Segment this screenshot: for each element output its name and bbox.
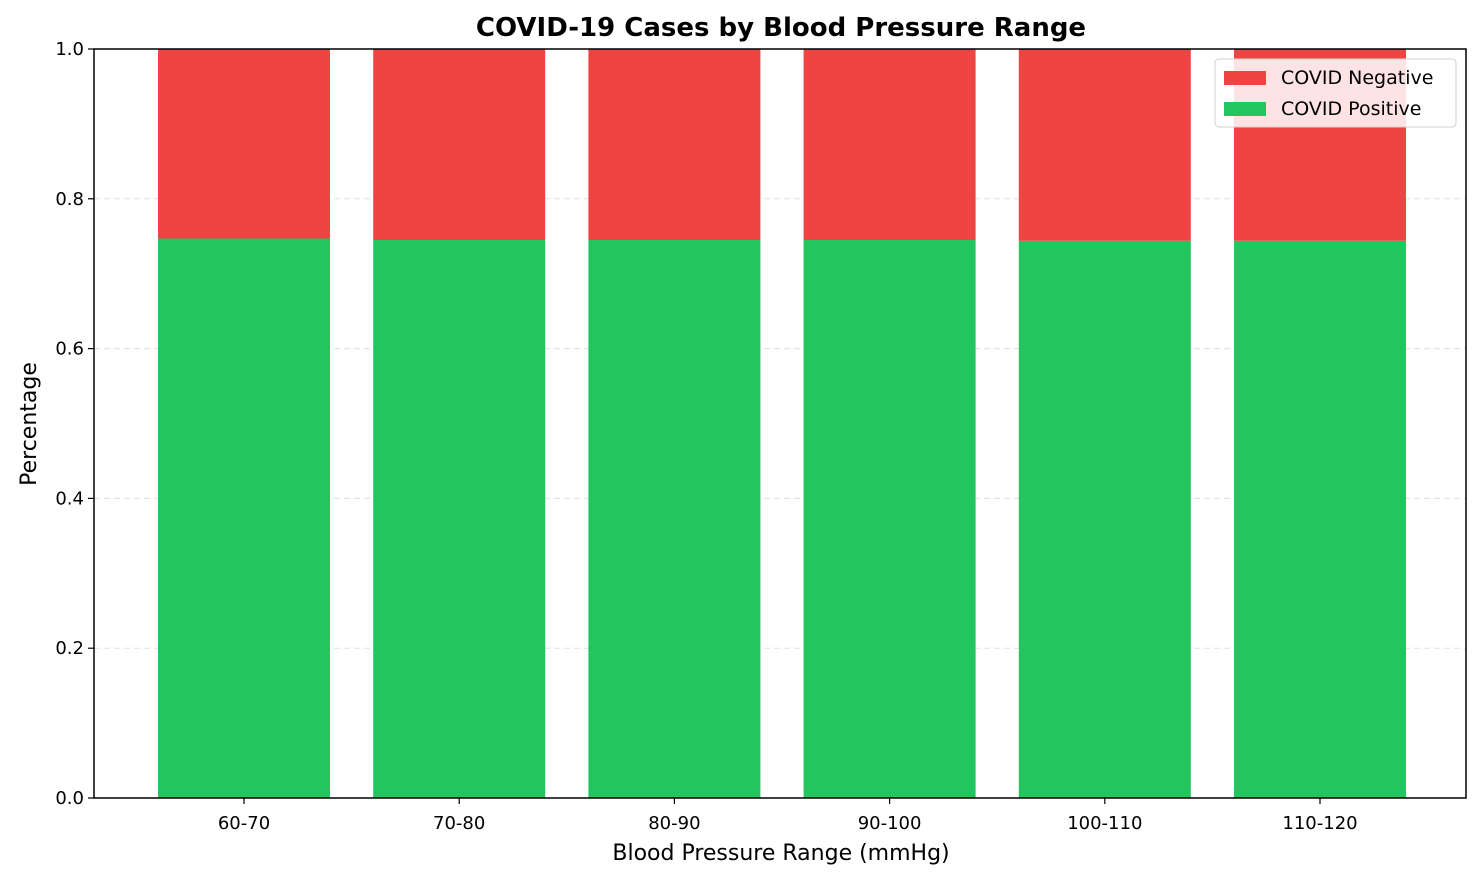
legend-swatch-covid-negative <box>1224 71 1266 85</box>
x-axis-label: Blood Pressure Range (mmHg) <box>612 841 949 866</box>
legend-swatch-covid-positive <box>1224 102 1266 116</box>
bar-covid-negative-70-80 <box>373 49 546 240</box>
bar-covid-positive-90-100 <box>803 239 976 798</box>
x-tick-label-80-90: 80-90 <box>648 813 700 834</box>
bar-covid-negative-80-90 <box>588 49 761 240</box>
legend-label-covid-positive: COVID Positive <box>1281 98 1421 120</box>
x-tick-label-60-70: 60-70 <box>218 813 270 834</box>
x-tick-label-100-110: 100-110 <box>1067 813 1142 834</box>
bar-covid-positive-100-110 <box>1018 240 1191 798</box>
y-tick-label-4: 0.8 <box>55 189 84 210</box>
bar-covid-negative-60-70 <box>158 49 330 239</box>
bar-covid-negative-100-110 <box>1018 49 1191 241</box>
y-axis-label: Percentage <box>17 362 42 486</box>
chart-title: COVID-19 Cases by Blood Pressure Range <box>476 13 1086 43</box>
axes <box>93 48 1467 799</box>
bar-covid-negative-90-100 <box>803 49 976 240</box>
bar-covid-positive-110-120 <box>1234 240 1406 798</box>
y-tick-label-3: 0.6 <box>55 339 84 360</box>
y-tick-label-5: 1.0 <box>55 39 84 60</box>
plot-frame <box>93 48 1467 799</box>
y-ticks: 0.0 0.2 0.4 0.6 0.8 1.0 <box>55 39 94 809</box>
bar-covid-positive-60-70 <box>158 238 330 798</box>
legend-box <box>1214 58 1457 128</box>
bars <box>158 49 1406 798</box>
y-tick-label-1: 0.2 <box>55 638 84 659</box>
legend-label-covid-negative: COVID Negative <box>1281 67 1433 89</box>
y-tick-label-0: 0.0 <box>55 788 84 809</box>
bar-covid-positive-80-90 <box>588 239 761 798</box>
y-tick-label-2: 0.4 <box>55 488 84 509</box>
x-tick-label-70-80: 70-80 <box>433 813 485 834</box>
x-tick-label-90-100: 90-100 <box>858 813 922 834</box>
x-tick-label-110-120: 110-120 <box>1282 813 1357 834</box>
bar-covid-positive-70-80 <box>373 239 546 798</box>
x-ticks: 60-70 70-80 80-90 90-100 100-110 110-120 <box>218 798 1358 834</box>
legend: COVID Negative COVID Positive <box>1214 58 1457 128</box>
